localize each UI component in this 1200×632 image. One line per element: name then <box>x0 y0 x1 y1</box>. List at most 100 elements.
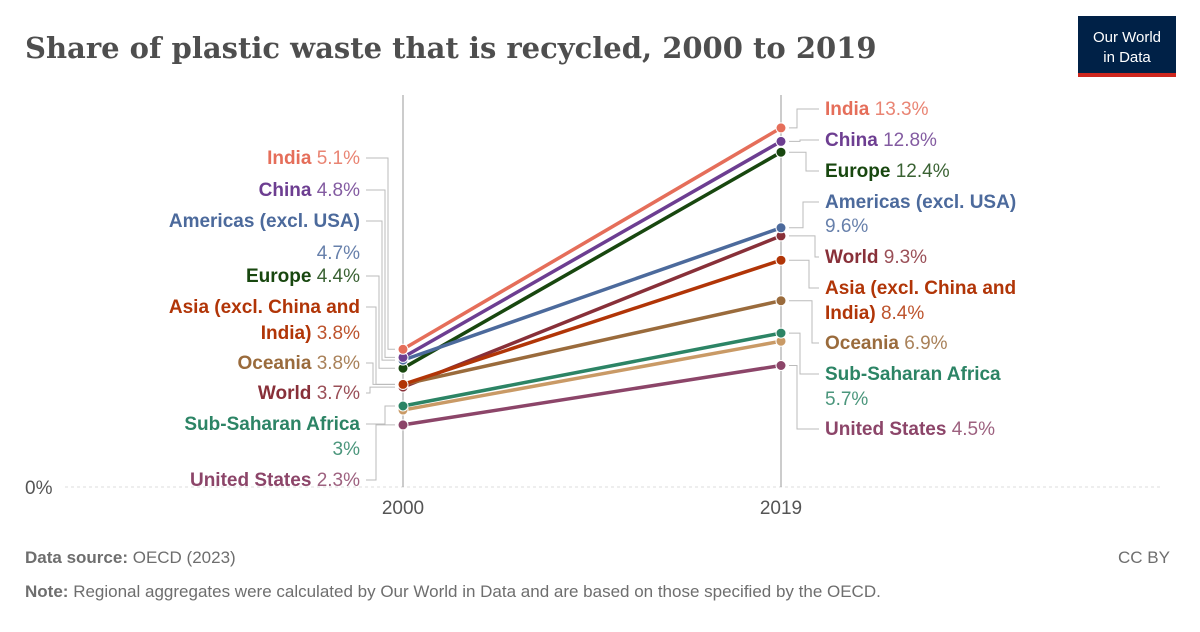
series-name: Asia (excl. China and <box>825 278 1016 299</box>
x-tick-label: 2019 <box>760 498 802 519</box>
series-name: Sub-Saharan Africa <box>184 414 360 435</box>
series-name: China <box>825 130 878 151</box>
series-name: India) <box>825 303 876 324</box>
series-label-left: China 4.8% <box>259 180 360 201</box>
series-line[interactable] <box>402 126 782 351</box>
series-name: United States <box>825 419 946 440</box>
data-point[interactable] <box>397 400 409 412</box>
source-label: Data source: <box>25 548 128 567</box>
series-value: 3% <box>333 439 361 460</box>
series-line[interactable] <box>402 331 782 408</box>
series-label-left: Sub-Saharan Africa <box>184 414 360 435</box>
label-connector <box>366 405 395 425</box>
series-label-right: Oceania 6.9% <box>825 333 948 354</box>
series-value: 9.3% <box>884 247 927 268</box>
chart-title: Share of plastic waste that is recycled,… <box>25 31 877 65</box>
y-tick-label: 0% <box>25 478 53 499</box>
label-connector <box>366 306 395 385</box>
series-label-left: 4.7% <box>317 243 360 264</box>
data-point[interactable] <box>775 360 787 371</box>
series-line[interactable] <box>402 150 782 370</box>
series-line[interactable] <box>402 139 782 359</box>
series-line[interactable] <box>402 258 782 387</box>
series-name: Oceania <box>237 353 311 374</box>
series-name: Americas (excl. USA) <box>169 211 360 232</box>
series-label-left: World 3.7% <box>258 383 360 404</box>
series-label-right: United States 4.5% <box>825 419 995 440</box>
label-connector <box>789 151 819 172</box>
label-connector <box>789 139 819 142</box>
series-value: 4.4% <box>317 266 360 287</box>
label-connector <box>366 424 395 481</box>
data-point[interactable] <box>775 222 787 234</box>
label-connector <box>789 365 819 430</box>
data-point[interactable] <box>775 146 787 158</box>
series-name: Europe <box>825 161 890 182</box>
series-name: Sub-Saharan Africa <box>825 364 1001 385</box>
series-name: India) <box>261 323 312 344</box>
series-label-right: 5.7% <box>825 389 868 410</box>
series-label-right: World 9.3% <box>825 247 927 268</box>
data-point[interactable] <box>775 135 787 147</box>
series-value: 6.9% <box>904 333 947 354</box>
series-value: 13.3% <box>875 99 929 120</box>
series-name: Americas (excl. USA) <box>825 192 1016 213</box>
series-label-right: India 13.3% <box>825 99 929 120</box>
data-point[interactable] <box>775 327 787 339</box>
data-point[interactable] <box>397 378 409 390</box>
series-value: 2.3% <box>317 470 360 491</box>
series-line[interactable] <box>402 339 782 412</box>
label-connector <box>789 259 819 289</box>
series-value: 9.6% <box>825 216 868 237</box>
series-label-right: 9.6% <box>825 216 868 237</box>
series-label-right: China 12.8% <box>825 130 937 151</box>
series-label-left: Americas (excl. USA) <box>169 211 360 232</box>
data-point[interactable] <box>775 122 787 134</box>
series-label-left: India) 3.8% <box>261 323 360 344</box>
series-line[interactable] <box>402 226 782 362</box>
series-label-right: Europe 12.4% <box>825 161 950 182</box>
label-connector <box>366 386 395 394</box>
data-point[interactable] <box>397 419 409 431</box>
series-value: 12.4% <box>896 161 950 182</box>
source-value: OECD (2023) <box>133 548 236 567</box>
logo-line2: in Data <box>1103 49 1151 66</box>
label-connector <box>789 300 819 344</box>
series-label-left: United States 2.3% <box>190 470 360 491</box>
series-name: China <box>259 180 312 201</box>
series-label-left: Europe 4.4% <box>246 266 360 287</box>
license-link[interactable]: CC BY <box>1118 548 1170 567</box>
series-label-left: Oceania 3.8% <box>237 353 360 374</box>
data-point[interactable] <box>775 295 787 307</box>
series-value: 4.8% <box>317 180 360 201</box>
series-label-left: 3% <box>333 439 361 460</box>
owid-logo[interactable]: Our World in Data <box>1078 16 1176 77</box>
series-value: 4.5% <box>952 419 995 440</box>
series-name: Europe <box>246 266 311 287</box>
series-value: 3.7% <box>317 383 360 404</box>
data-point[interactable] <box>775 254 787 266</box>
series-value: 3.8% <box>317 323 360 344</box>
series-name: India <box>825 99 870 120</box>
note: Note: Regional aggregates were calculate… <box>25 582 881 601</box>
series-name: World <box>825 247 878 268</box>
series-name: United States <box>190 470 311 491</box>
x-tick-label: 2000 <box>382 498 424 519</box>
series-line[interactable] <box>402 363 782 427</box>
series-name: Asia (excl. China and <box>169 297 360 318</box>
label-connector <box>789 108 819 129</box>
data-source: Data source: OECD (2023) <box>25 548 236 567</box>
series-name: World <box>258 383 311 404</box>
series-label-right: Asia (excl. China and <box>825 278 1016 299</box>
series-label-right: India) 8.4% <box>825 303 924 324</box>
data-point[interactable] <box>397 343 409 355</box>
series-label-right: Americas (excl. USA) <box>825 192 1016 213</box>
series-value: 5.7% <box>825 389 868 410</box>
series-line[interactable] <box>402 298 782 387</box>
label-connector <box>789 201 819 229</box>
series-value: 5.1% <box>317 148 360 169</box>
series-value: 12.8% <box>883 130 937 151</box>
series-value: 4.7% <box>317 243 360 264</box>
note-value: Regional aggregates were calculated by O… <box>73 582 881 601</box>
